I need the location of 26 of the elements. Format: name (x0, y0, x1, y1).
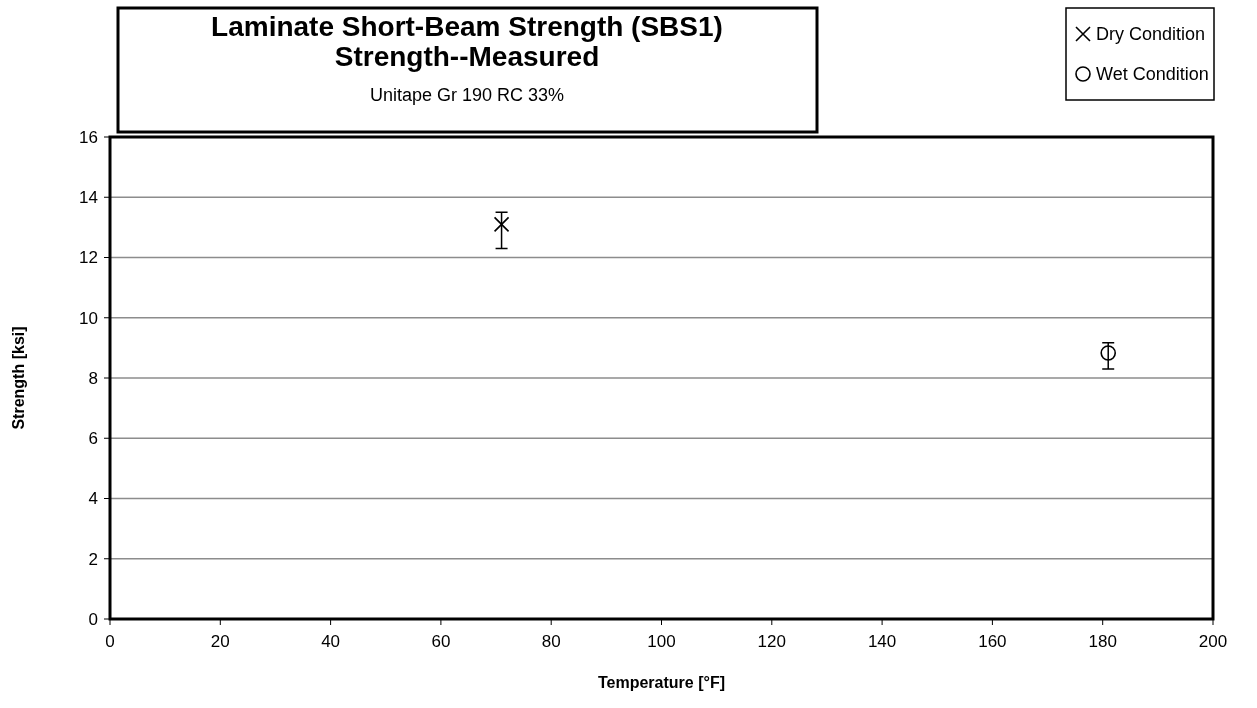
x-tick-label: 200 (1198, 632, 1228, 651)
y-axis-title: Strength [ksi] (10, 326, 27, 430)
y-tick-label: 2 (88, 549, 98, 569)
x-tick-label: 120 (757, 632, 786, 651)
y-tick-label: 10 (79, 308, 98, 328)
x-tick-label: 80 (541, 632, 561, 651)
x-tick-label: 140 (867, 632, 897, 651)
x-tick-label: 40 (321, 632, 341, 651)
x-tick-label: 0 (105, 632, 115, 651)
x-tick-label: 20 (210, 632, 230, 651)
y-tick-label: 8 (88, 368, 98, 388)
x-tick-label: 160 (978, 632, 1007, 651)
y-tick-label: 6 (88, 429, 98, 449)
x-tick-label: 100 (647, 632, 676, 651)
y-tick-label: 4 (88, 489, 98, 509)
y-tick-label: 0 (88, 609, 98, 629)
y-tick-label: 12 (79, 248, 98, 268)
legend-label: Dry Condition (1096, 24, 1206, 45)
chart-subtitle: Unitape Gr 190 RC 33% (369, 85, 565, 105)
y-tick-label: 16 (79, 127, 98, 147)
legend-label: Wet Condition (1096, 64, 1209, 85)
chart-title: Laminate Short-Beam Strength (SBS1) Strength--Measured (211, 11, 723, 72)
y-tick-label: 14 (79, 188, 98, 208)
x-axis-title: Temperature [°F] (597, 674, 726, 691)
x-tick-label: 60 (431, 632, 451, 651)
x-tick-label: 180 (1088, 632, 1117, 651)
